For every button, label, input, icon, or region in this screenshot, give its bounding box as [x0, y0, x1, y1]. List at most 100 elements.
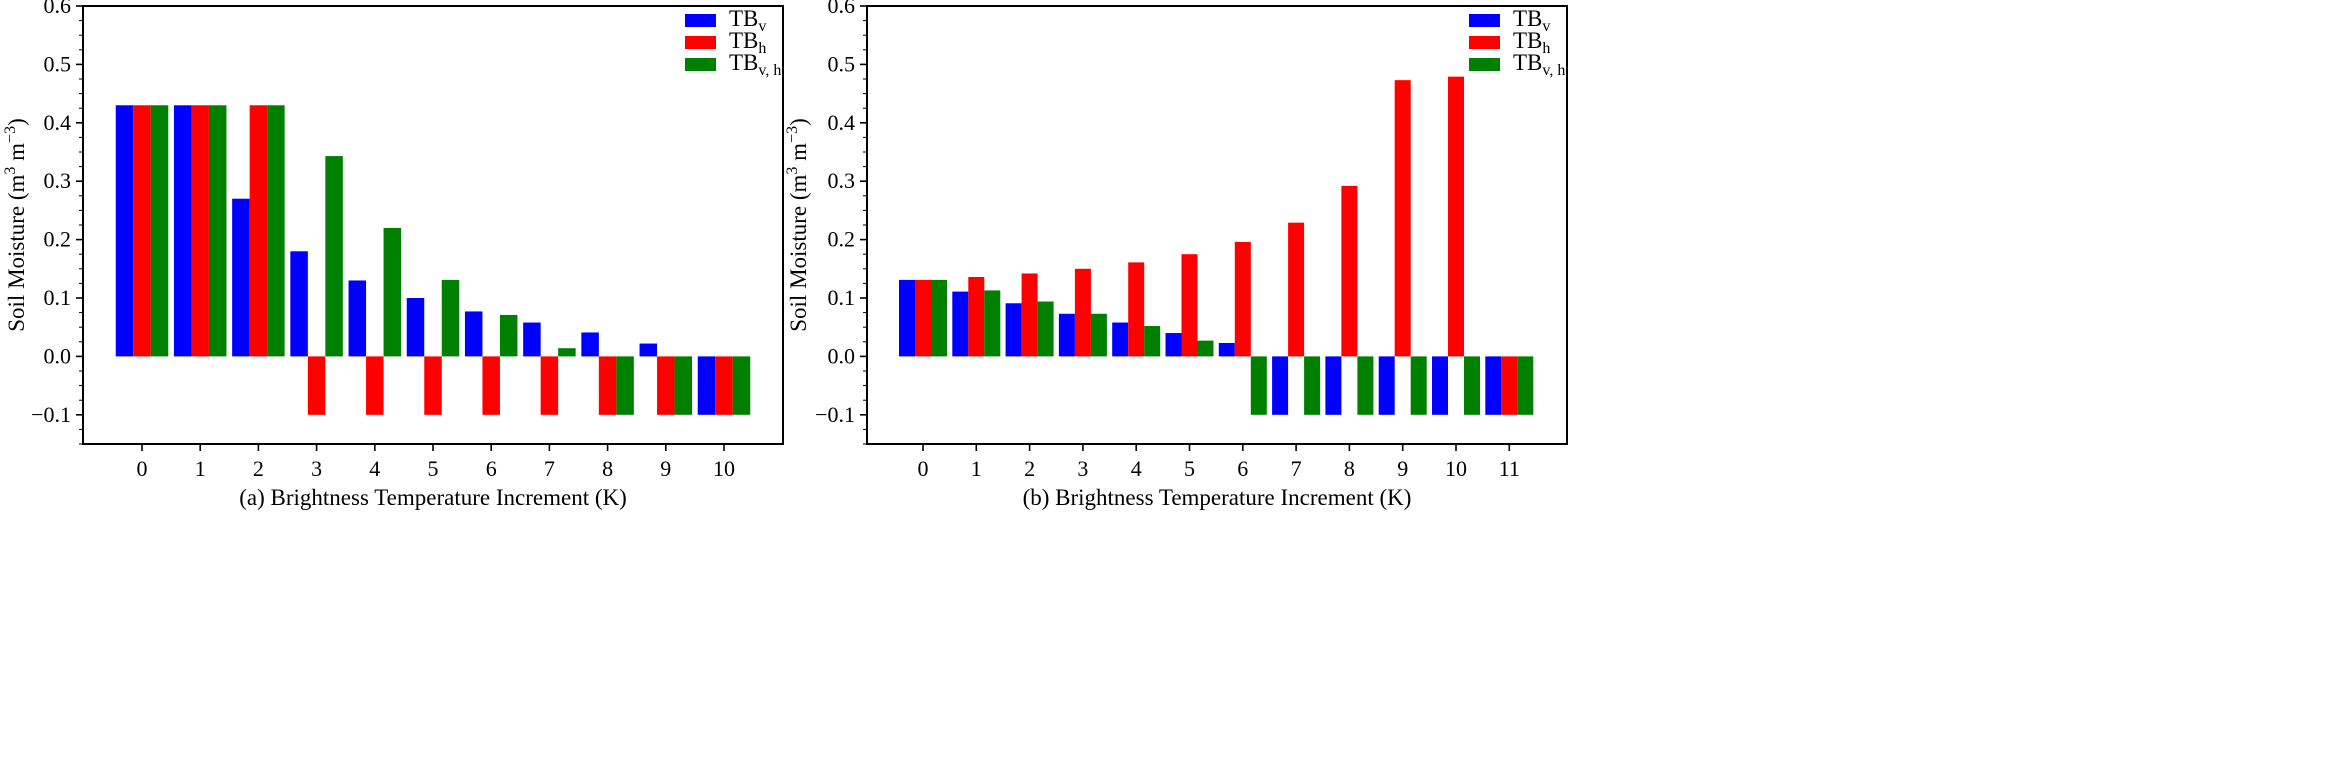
bar-v-2: [232, 198, 250, 357]
bar-v-9: [1378, 356, 1395, 415]
y-tick-label: 0.1: [828, 285, 856, 310]
bar-v-4: [1112, 322, 1129, 357]
bar-h-3: [1074, 268, 1091, 357]
bar-h-4: [366, 356, 384, 415]
bar-v-3: [290, 251, 308, 357]
x-tick-label: 11: [1499, 456, 1520, 481]
legend-label-v: TBv: [1513, 6, 1550, 35]
y-tick-label: 0.4: [44, 110, 72, 135]
bar-vh-5: [1197, 340, 1214, 357]
x-tick-label: 6: [486, 456, 497, 481]
bar-h-5: [424, 356, 442, 415]
legend-swatch-vh: [685, 58, 716, 71]
y-tick-label: 0.6: [828, 0, 856, 18]
legend-label-h: TBh: [1513, 28, 1550, 57]
legend-label-h: TBh: [729, 28, 766, 57]
x-tick-label: 4: [1131, 456, 1142, 481]
x-tick-label: 8: [602, 456, 613, 481]
y-tick-label: 0.5: [44, 51, 72, 76]
legend-swatch-h: [685, 36, 716, 49]
bar-v-0: [899, 279, 915, 357]
x-tick-label: 6: [1237, 456, 1248, 481]
bar-h-6: [1234, 241, 1251, 357]
bar-h-9: [1394, 80, 1411, 357]
x-tick-label: 9: [1397, 456, 1408, 481]
x-tick-label: 10: [1445, 456, 1467, 481]
x-tick-label: 8: [1344, 456, 1355, 481]
bar-v-10: [1432, 356, 1448, 415]
bar-vh-3: [325, 156, 343, 357]
x-tick-label: 10: [713, 456, 735, 481]
y-tick-label: 0.3: [44, 168, 72, 193]
bar-h-4: [1128, 262, 1145, 357]
y-tick-label: 0.6: [44, 0, 72, 18]
x-tick-label: 2: [253, 456, 264, 481]
legend-swatch-vh: [1469, 58, 1500, 71]
y-axis-label: Soil Moisture (m3 m−3): [784, 118, 811, 332]
bar-h-1: [191, 105, 209, 357]
y-axis-label: Soil Moisture (m3 m−3): [2, 118, 29, 332]
bar-vh-6: [499, 314, 518, 357]
bar-h-2: [249, 105, 268, 357]
bar-v-0: [115, 105, 134, 357]
legend-swatch-h: [1469, 36, 1500, 49]
bar-vh-9: [674, 356, 693, 415]
bar-vh-10: [1464, 356, 1480, 415]
x-tick-label: 1: [195, 456, 206, 481]
bar-v-11: [1485, 356, 1502, 415]
bar-h-6: [482, 356, 500, 415]
bar-h-11: [1501, 356, 1518, 415]
chart-panel-a: −0.1 0.0 0.1 0.2 0.3 0.4 0.5 0.6 0 1 2 3 4 5 6 7 8 9 10 (a)…: [2, 0, 784, 510]
chart-panel-b: −0.1 0.0 0.1 0.2 0.3 0.4 0.5 0.6 0 1 2 3 4 5 6 7 8 9 10 11 (…: [784, 0, 1568, 510]
bar-vh-1: [984, 290, 1001, 357]
bar-vh-9: [1410, 356, 1427, 415]
legend-swatch-v: [685, 14, 716, 27]
x-tick-label: 9: [660, 456, 671, 481]
x-tick-label: 3: [1077, 456, 1088, 481]
bar-vh-10: [732, 356, 751, 415]
bar-vh-2: [1037, 301, 1054, 357]
bar-h-8: [1341, 185, 1358, 357]
bar-h-3: [307, 356, 326, 415]
bar-vh-4: [1144, 326, 1161, 357]
bar-v-6: [464, 311, 483, 357]
y-tick-label: 0.1: [44, 285, 72, 310]
bar-v-5: [406, 298, 425, 357]
legend-label-vh: TBv, h: [729, 50, 781, 79]
x-tick-label: 0: [918, 456, 929, 481]
bar-v-5: [1165, 333, 1182, 357]
bar-v-4: [348, 280, 367, 357]
bar-vh-7: [558, 348, 576, 357]
y-tick-label: 0.0: [44, 343, 72, 368]
bar-v-8: [581, 332, 599, 357]
bar-v-6: [1218, 342, 1235, 357]
y-tick-label: −0.1: [31, 402, 71, 427]
x-tick-label: 7: [544, 456, 555, 481]
y-tick-label: 0.4: [828, 110, 856, 135]
bar-v-7: [523, 322, 541, 357]
bar-vh-5: [441, 279, 460, 357]
bar-h-0: [133, 105, 151, 357]
bar-h-10: [1448, 76, 1464, 357]
bar-vh-1: [208, 105, 227, 357]
bar-v-9: [639, 343, 658, 357]
x-tick-label: 5: [428, 456, 439, 481]
x-tick-label: 2: [1024, 456, 1035, 481]
bar-v-3: [1058, 313, 1075, 357]
x-axis-label: (b) Brightness Temperature Increment (K): [1023, 485, 1412, 510]
legend-label-vh: TBv, h: [1513, 50, 1565, 79]
bar-vh-7: [1304, 356, 1321, 415]
x-tick-label: 1: [971, 456, 982, 481]
bar-h-7: [1288, 222, 1305, 357]
bar-v-1: [952, 291, 969, 357]
y-tick-label: −0.1: [815, 402, 855, 427]
bar-h-0: [915, 279, 931, 357]
x-tick-label: 5: [1184, 456, 1195, 481]
x-axis-label: (a) Brightness Temperature Increment (K): [239, 485, 627, 510]
bar-vh-0: [931, 279, 947, 357]
bar-vh-8: [616, 356, 634, 415]
bar-vh-3: [1090, 313, 1107, 357]
y-tick-label: 0.5: [828, 51, 856, 76]
y-tick-label: 0.0: [828, 343, 856, 368]
